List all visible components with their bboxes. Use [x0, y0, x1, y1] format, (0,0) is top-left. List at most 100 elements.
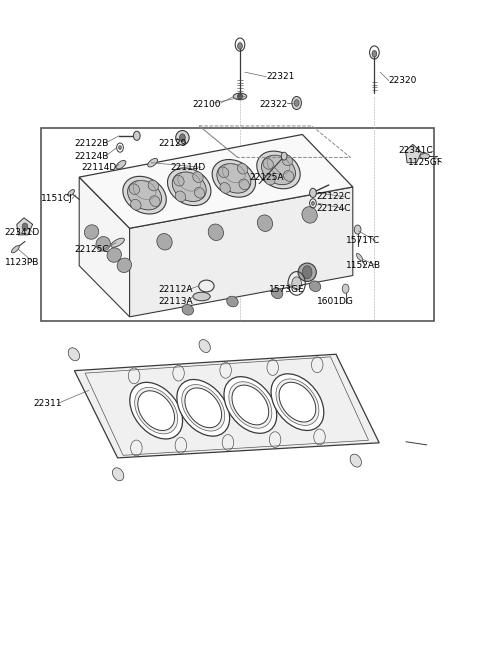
Ellipse shape: [284, 171, 294, 181]
Circle shape: [302, 266, 312, 279]
Text: 22341C: 22341C: [398, 146, 433, 155]
Ellipse shape: [138, 391, 175, 430]
Ellipse shape: [262, 155, 296, 185]
Ellipse shape: [227, 297, 238, 307]
Ellipse shape: [177, 379, 229, 436]
Bar: [41, 128, 434, 321]
Circle shape: [238, 43, 242, 49]
Polygon shape: [74, 354, 379, 458]
Circle shape: [119, 146, 121, 150]
Text: 1125GF: 1125GF: [408, 158, 443, 167]
Ellipse shape: [157, 234, 172, 250]
Ellipse shape: [257, 215, 273, 232]
Ellipse shape: [193, 172, 203, 182]
Text: 22129: 22129: [158, 138, 187, 148]
Ellipse shape: [116, 161, 126, 169]
Circle shape: [133, 131, 140, 140]
Text: 22112A: 22112A: [158, 285, 193, 295]
Ellipse shape: [128, 180, 162, 210]
Ellipse shape: [130, 382, 182, 439]
Ellipse shape: [148, 159, 157, 167]
Text: 22114D: 22114D: [82, 163, 117, 172]
Ellipse shape: [263, 159, 274, 169]
Circle shape: [342, 284, 349, 293]
Ellipse shape: [12, 246, 19, 253]
Polygon shape: [130, 187, 353, 317]
Ellipse shape: [174, 175, 184, 186]
Circle shape: [354, 225, 361, 234]
Ellipse shape: [194, 188, 205, 198]
Ellipse shape: [131, 199, 141, 210]
Circle shape: [22, 223, 28, 231]
Ellipse shape: [175, 191, 186, 201]
Ellipse shape: [302, 207, 317, 223]
Circle shape: [238, 93, 242, 100]
Ellipse shape: [112, 468, 124, 481]
Ellipse shape: [229, 382, 272, 428]
Ellipse shape: [309, 281, 321, 291]
Ellipse shape: [279, 382, 316, 422]
Circle shape: [294, 100, 299, 106]
Ellipse shape: [232, 385, 269, 425]
Ellipse shape: [135, 388, 178, 434]
Ellipse shape: [271, 374, 324, 430]
Ellipse shape: [150, 195, 160, 207]
Ellipse shape: [218, 167, 229, 178]
Ellipse shape: [148, 180, 158, 191]
Text: 22124B: 22124B: [74, 152, 109, 161]
Ellipse shape: [208, 224, 224, 241]
Text: 22113A: 22113A: [158, 297, 193, 306]
Ellipse shape: [224, 377, 277, 434]
Text: 22125C: 22125C: [74, 245, 109, 254]
Ellipse shape: [356, 253, 363, 261]
Ellipse shape: [96, 237, 110, 251]
Ellipse shape: [182, 384, 225, 431]
Ellipse shape: [68, 190, 74, 196]
Text: 1573GE: 1573GE: [269, 285, 304, 295]
Ellipse shape: [199, 340, 210, 352]
Circle shape: [312, 201, 314, 205]
Text: 22100: 22100: [192, 100, 220, 110]
Text: 1123PB: 1123PB: [5, 258, 39, 267]
Ellipse shape: [111, 238, 124, 247]
Text: 22322: 22322: [259, 100, 288, 110]
Ellipse shape: [276, 379, 319, 425]
Text: 1571TC: 1571TC: [346, 236, 380, 245]
Ellipse shape: [172, 172, 206, 201]
Ellipse shape: [271, 288, 283, 298]
Text: 22341D: 22341D: [5, 228, 40, 237]
Ellipse shape: [217, 163, 251, 193]
Ellipse shape: [282, 155, 292, 166]
Ellipse shape: [257, 151, 300, 189]
Ellipse shape: [238, 163, 248, 174]
Ellipse shape: [420, 154, 430, 159]
Text: 22311: 22311: [34, 399, 62, 408]
Ellipse shape: [350, 454, 361, 467]
Polygon shape: [17, 218, 33, 235]
Ellipse shape: [117, 258, 132, 272]
Ellipse shape: [68, 348, 80, 361]
Ellipse shape: [298, 263, 316, 281]
Text: 22122B: 22122B: [74, 138, 109, 148]
Ellipse shape: [84, 225, 99, 239]
Ellipse shape: [239, 179, 250, 190]
Circle shape: [372, 51, 377, 57]
Circle shape: [292, 277, 301, 290]
Text: 22122C: 22122C: [317, 192, 351, 201]
Polygon shape: [79, 177, 130, 317]
Text: 1152AB: 1152AB: [346, 260, 381, 270]
Ellipse shape: [185, 388, 222, 428]
Ellipse shape: [107, 248, 121, 262]
Ellipse shape: [220, 182, 230, 194]
Text: 22321: 22321: [266, 72, 295, 81]
Text: 1151CJ: 1151CJ: [41, 194, 72, 203]
Polygon shape: [79, 134, 353, 228]
Circle shape: [281, 152, 287, 160]
Circle shape: [310, 188, 316, 197]
Text: 22124C: 22124C: [317, 204, 351, 213]
Ellipse shape: [129, 184, 140, 194]
Text: 22125A: 22125A: [250, 173, 284, 182]
Ellipse shape: [123, 176, 166, 214]
Text: 22320: 22320: [389, 76, 417, 85]
Ellipse shape: [168, 168, 211, 205]
